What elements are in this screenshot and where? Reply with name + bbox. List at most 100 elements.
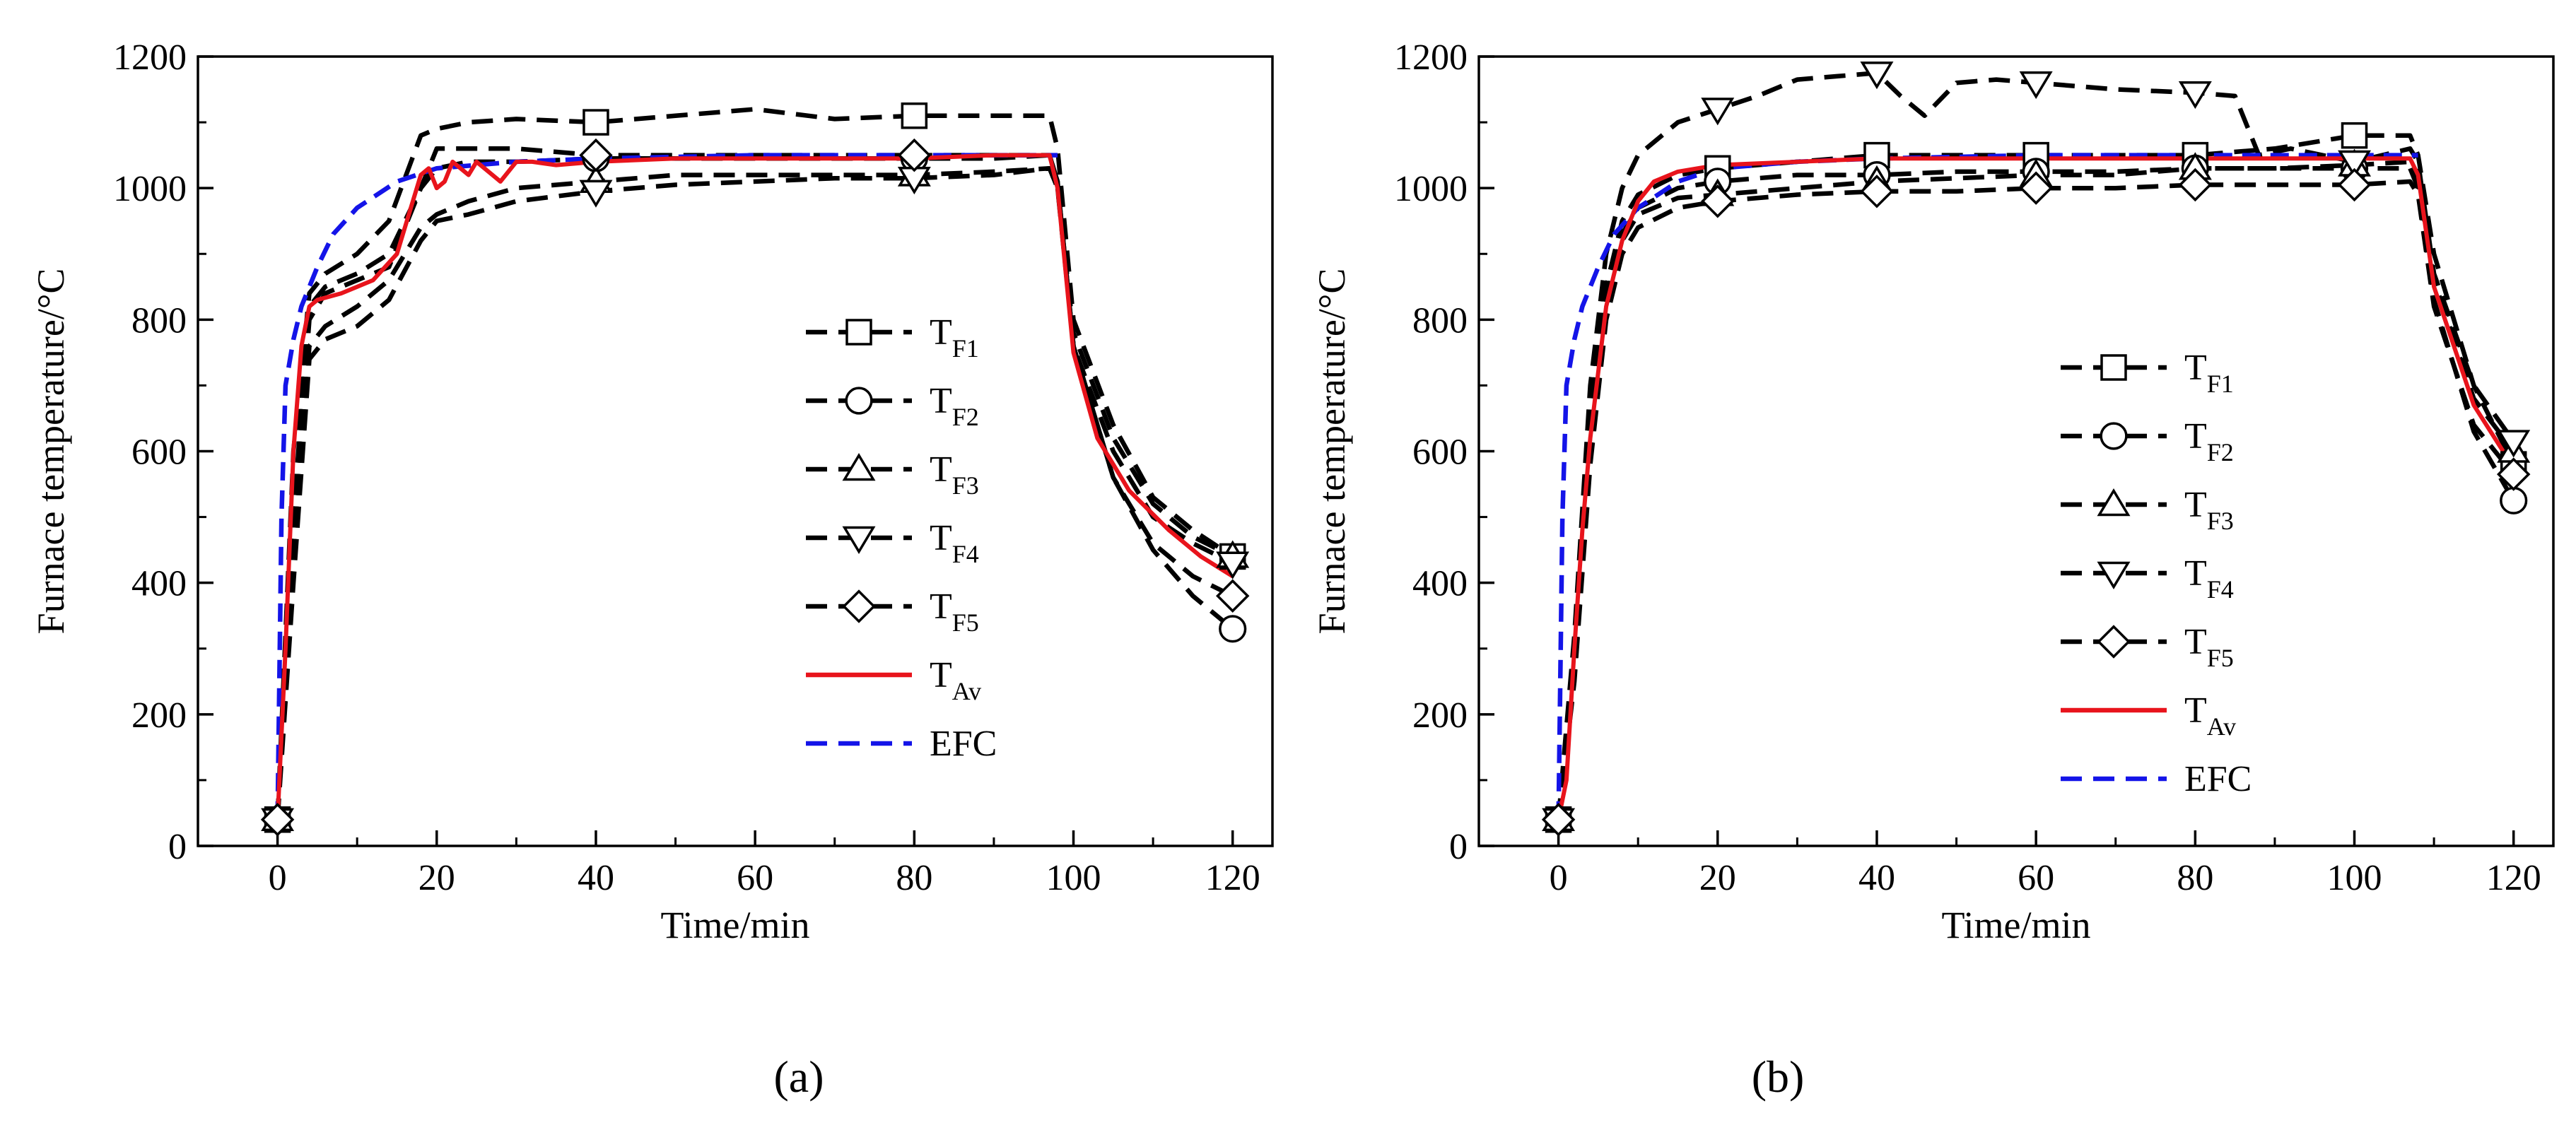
legend-label-sub: F1 bbox=[952, 334, 979, 363]
marker-tf5 bbox=[579, 138, 613, 172]
y-tick-label: 200 bbox=[1412, 695, 1468, 736]
legend-label-tf5: TF5 bbox=[2184, 622, 2234, 672]
y-tick-label: 400 bbox=[1412, 564, 1468, 604]
x-tick-label: 0 bbox=[269, 858, 287, 898]
legend-label-sub: F2 bbox=[952, 403, 979, 431]
series-group bbox=[275, 107, 1234, 820]
legend-label-sub: Av bbox=[952, 677, 981, 705]
marker-tf5 bbox=[1701, 184, 1735, 218]
legend-marker-tf5 bbox=[842, 589, 876, 623]
x-tick-label: 120 bbox=[2486, 858, 2541, 898]
y-tick-label: 0 bbox=[1449, 827, 1468, 867]
y-tick-label: 400 bbox=[131, 564, 187, 604]
series-line-tf4 bbox=[275, 165, 1234, 820]
legend-label-efc: EFC bbox=[2184, 759, 2252, 799]
legend-label-tf1: TF1 bbox=[2184, 348, 2234, 398]
y-tick-label: 200 bbox=[131, 695, 187, 736]
chart-b: 0 20 40 60 80 100 120020040060080010001200Time… bbox=[1311, 37, 2555, 1102]
legend-label-sub: F1 bbox=[2207, 370, 2234, 398]
legend-label-tav: TAv bbox=[2184, 690, 2236, 741]
y-tick-label: 600 bbox=[1412, 432, 1468, 473]
series-line-tf2 bbox=[275, 153, 1234, 820]
y-tick-label: 800 bbox=[1412, 300, 1468, 341]
marker-tf5 bbox=[1215, 579, 1250, 613]
y-tick-label: 1200 bbox=[113, 37, 187, 78]
legend-label-sub: Av bbox=[2207, 712, 2236, 741]
marker-tf5 bbox=[1860, 175, 1894, 208]
y-tick-label: 600 bbox=[131, 432, 187, 473]
marker-tf1 bbox=[901, 102, 928, 129]
series-line-tf1 bbox=[1556, 133, 2516, 820]
legend-label-sub: F2 bbox=[2207, 438, 2234, 466]
marker-tf4 bbox=[1701, 98, 1735, 126]
marker-tf2 bbox=[1219, 615, 1247, 643]
legend-marker-tf1 bbox=[2100, 354, 2127, 381]
marker-tf5 bbox=[2019, 171, 2053, 205]
legend-label-tf5: TF5 bbox=[930, 587, 979, 637]
marker-tf4 bbox=[1216, 551, 1250, 579]
x-tick-label: 60 bbox=[737, 858, 773, 898]
legend-label-sub: F4 bbox=[2207, 575, 2234, 604]
series-line-tf4 bbox=[1556, 71, 2516, 820]
x-tick-label: 40 bbox=[578, 858, 614, 898]
legend-marker-tf5 bbox=[2097, 625, 2131, 659]
marker-tf5 bbox=[260, 803, 295, 837]
legend-marker-tf4 bbox=[2097, 561, 2131, 589]
series-line-tf5 bbox=[1556, 179, 2516, 820]
y-tick-label: 1000 bbox=[113, 169, 187, 209]
x-tick-label: 20 bbox=[418, 858, 455, 898]
chart-a: 0 20 40 60 80 100 120020040060080010001200Time… bbox=[30, 37, 1274, 1102]
y-axis-title: Furnace temperature/°C bbox=[30, 269, 72, 635]
y-tick-label: 1200 bbox=[1394, 37, 1468, 78]
series-line-tav bbox=[275, 153, 1234, 820]
legend-marker-tf2 bbox=[845, 387, 873, 415]
series-line-tf3 bbox=[275, 165, 1234, 820]
marker-tf5 bbox=[2496, 457, 2531, 491]
legend-label-tav: TAv bbox=[930, 655, 981, 705]
figure-caption: (b) bbox=[1752, 1052, 1805, 1102]
legend-label-tf1: TF1 bbox=[930, 312, 979, 363]
marker-tf4 bbox=[2497, 430, 2531, 458]
legend: TF1 TF2 TF3 TF4 TF5 TAv EFC bbox=[806, 312, 997, 764]
marker-tf2 bbox=[2500, 486, 2528, 514]
y-tick-label: 1000 bbox=[1394, 169, 1468, 209]
legend-marker-tf1 bbox=[845, 319, 872, 346]
legend-label-sub: F5 bbox=[2207, 644, 2234, 672]
series-line-tf1 bbox=[275, 107, 1234, 820]
marker-group bbox=[1541, 61, 2531, 837]
series-line-tf2 bbox=[1556, 165, 2516, 820]
marker-tf4 bbox=[2019, 71, 2053, 100]
legend-label-tf3: TF3 bbox=[930, 449, 979, 500]
marker-tf4 bbox=[1860, 61, 1894, 90]
x-tick-label: 80 bbox=[896, 858, 932, 898]
legend-label-efc: EFC bbox=[930, 724, 997, 764]
legend-label-sub: F4 bbox=[952, 540, 979, 568]
figure-caption: (a) bbox=[773, 1052, 824, 1102]
y-tick-label: 800 bbox=[131, 300, 187, 341]
series-line-tav bbox=[1556, 156, 2516, 820]
series-line-efc bbox=[1556, 153, 2418, 820]
legend-label-sub: F3 bbox=[952, 471, 979, 500]
marker-group bbox=[260, 102, 1250, 837]
series-line-tf3 bbox=[1556, 159, 2516, 820]
marker-tf4 bbox=[2178, 81, 2212, 110]
marker-tf4 bbox=[2338, 150, 2372, 178]
y-axis-title: Furnace temperature/°C bbox=[1311, 269, 1353, 635]
legend-marker-tf4 bbox=[842, 526, 876, 554]
legend-marker-tf2 bbox=[2100, 422, 2128, 450]
marker-tf1 bbox=[582, 109, 609, 136]
marker-tf5 bbox=[897, 138, 932, 172]
y-tick-label: 0 bbox=[168, 827, 187, 867]
legend-label-sub: F5 bbox=[952, 608, 979, 637]
x-tick-label: 0 bbox=[1550, 858, 1568, 898]
legend-marker-tf3 bbox=[842, 453, 876, 481]
series-line-efc bbox=[275, 153, 1058, 820]
marker-tf5 bbox=[2337, 167, 2372, 202]
x-tick-label: 40 bbox=[1858, 858, 1895, 898]
x-tick-label: 60 bbox=[2018, 858, 2054, 898]
series-group bbox=[1556, 71, 2516, 820]
legend-label-tf4: TF4 bbox=[2184, 553, 2234, 604]
legend-label-tf3: TF3 bbox=[2184, 485, 2234, 535]
legend-label-tf2: TF2 bbox=[930, 381, 979, 431]
